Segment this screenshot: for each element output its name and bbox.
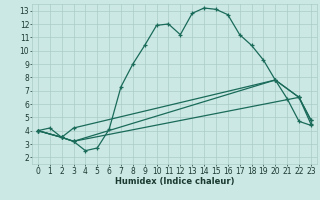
X-axis label: Humidex (Indice chaleur): Humidex (Indice chaleur): [115, 177, 234, 186]
